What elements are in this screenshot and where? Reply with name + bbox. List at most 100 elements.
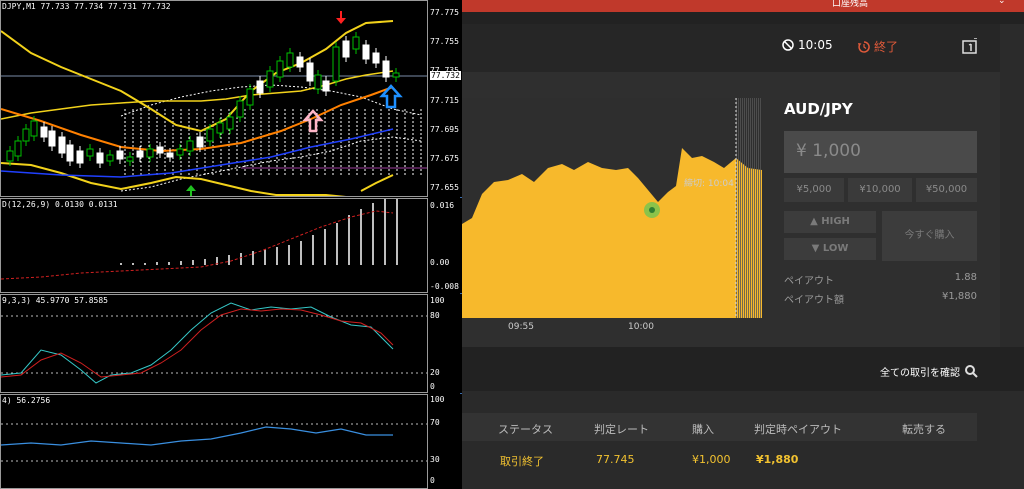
current-price-tag: 77.732 (430, 71, 461, 80)
stochastic-svg (1, 302, 427, 384)
candle (372, 48, 380, 68)
arrow-down-icon (336, 11, 346, 24)
payout-amount-row: ペイアウト額 ¥1,880 (784, 291, 977, 306)
account-bar: 口座残高 ⌄ (462, 0, 1024, 12)
payout-value: 1.88 (954, 272, 977, 283)
candle (22, 124, 30, 146)
chart-settings-icon[interactable] (962, 38, 978, 54)
amount-10000-button[interactable]: ¥10,000 (848, 178, 912, 202)
rsi-tick: 100 (430, 395, 445, 404)
stoch-tick: 20 (430, 368, 440, 377)
rsi-svg (1, 423, 427, 462)
session-close[interactable]: 終了 (858, 38, 898, 55)
payout-label: ペイアウト (784, 276, 834, 287)
history-icon (858, 40, 870, 53)
candle (276, 56, 284, 82)
trade-history: ステータス 判定レート 購入 判定時ペイアウト 転売する 取引終了 77.745… (462, 391, 1000, 489)
price-area (462, 148, 762, 318)
candle (76, 146, 84, 168)
high-label: HIGH (821, 216, 850, 227)
col-purchase: 購入 (692, 423, 714, 436)
cutoff-zone (736, 98, 762, 318)
price-chart-label: DJPY,M1 77.733 77.734 77.731 77.732 (2, 2, 171, 11)
candlesticks (6, 32, 400, 168)
stochastic-pane[interactable]: 9,3,3) 45.9770 57.8585 (0, 294, 428, 393)
candle (48, 126, 56, 151)
col-rate: 判定レート (594, 423, 649, 436)
price-area-chart[interactable] (462, 98, 762, 318)
all-trades-link[interactable]: 全ての取引を確認 (880, 364, 978, 379)
candle (342, 36, 350, 62)
stoch-main-line (1, 302, 394, 384)
arrow-up-icon (186, 185, 196, 196)
binary-options-platform: 口座残高 ⌄ 10:05 終了 (462, 0, 1024, 489)
payout-amount-label: ペイアウト額 (784, 295, 844, 306)
stoch-tick: 80 (430, 311, 440, 320)
row-payout: ¥1,880 (756, 453, 799, 466)
stochastic-axis: 100 80 20 0 (428, 294, 462, 393)
macd-histogram (120, 199, 398, 265)
session-time-text: 10:05 (798, 38, 833, 52)
candle (126, 152, 134, 166)
candle (186, 136, 194, 156)
chevron-down-icon[interactable]: ⌄ (998, 0, 1006, 6)
candle (66, 140, 74, 166)
session-close-text: 終了 (874, 40, 899, 54)
ma-blue-line (1, 128, 394, 178)
candle (6, 146, 14, 166)
no-entry-icon (782, 39, 794, 51)
stochastic-label: 9,3,3) 45.9770 57.8585 (2, 296, 108, 305)
col-payout: 判定時ペイアウト (754, 423, 842, 436)
session-time: 10:05 (782, 38, 833, 52)
candle (176, 144, 184, 160)
macd-svg (1, 199, 398, 280)
account-balance-label[interactable]: 口座残高 (832, 0, 869, 9)
x-tick: 10:00 (628, 322, 654, 332)
bollinger-upper (1, 20, 394, 133)
candle (246, 84, 254, 110)
candle (156, 142, 164, 158)
candle (352, 32, 360, 54)
candle (266, 66, 274, 92)
low-arrow-icon: ▼ (811, 243, 823, 254)
payout-row: ペイアウト 1.88 (784, 272, 977, 287)
row-purchase: ¥1,000 (692, 453, 731, 466)
row-status: 取引終了 (500, 455, 544, 468)
amount-50000-button[interactable]: ¥50,000 (916, 178, 977, 202)
ma-orange-line (1, 86, 394, 153)
price-tick: 77.695 (430, 125, 459, 134)
rsi-axis: 100 70 30 0 (428, 394, 462, 489)
all-trades-label: 全ての取引を確認 (880, 368, 960, 379)
rsi-pane[interactable]: 4) 56.2756 (0, 394, 428, 489)
macd-signal-line (1, 210, 394, 280)
macd-axis: 0.016 0.00 -0.008 (428, 198, 462, 293)
macd-tick: 0.016 (430, 201, 455, 210)
high-button[interactable]: ▲ HIGH (784, 211, 876, 233)
price-tick: 77.655 (430, 183, 459, 192)
session-row: 10:05 終了 (462, 24, 1000, 72)
amount-5000-button[interactable]: ¥5,000 (784, 178, 844, 202)
cutoff-time-label: 締切: 10:04 (684, 179, 734, 189)
amount-input[interactable]: ¥ 1,000 (784, 131, 977, 173)
low-button[interactable]: ▼ LOW (784, 238, 876, 260)
rsi-label: 4) 56.2756 (2, 396, 51, 405)
high-arrow-icon: ▲ (810, 216, 822, 227)
price-chart-pane[interactable]: DJPY,M1 77.733 77.734 77.731 77.732 (0, 0, 428, 197)
candle (40, 122, 48, 142)
candle (146, 144, 154, 162)
candle (116, 146, 124, 164)
col-status: ステータス (498, 423, 553, 436)
candle (196, 132, 204, 152)
buy-now-button[interactable]: 今すぐ購入 (882, 211, 977, 261)
price-tick: 77.775 (430, 8, 459, 17)
rsi-line (1, 426, 393, 446)
candle (332, 42, 340, 86)
price-tick: 77.735 (430, 66, 459, 75)
trade-panel: 締切: 10:04 09:55 10:00 AUD/JPY ¥ 1,000 ¥5… (462, 72, 1000, 347)
macd-pane[interactable]: D(12,26,9) 0.0130 0.0131 (0, 198, 428, 293)
candle (136, 146, 144, 162)
candle (236, 96, 244, 122)
candle (96, 148, 104, 168)
rsi-tick: 0 (430, 476, 435, 485)
low-label: LOW (822, 243, 849, 254)
